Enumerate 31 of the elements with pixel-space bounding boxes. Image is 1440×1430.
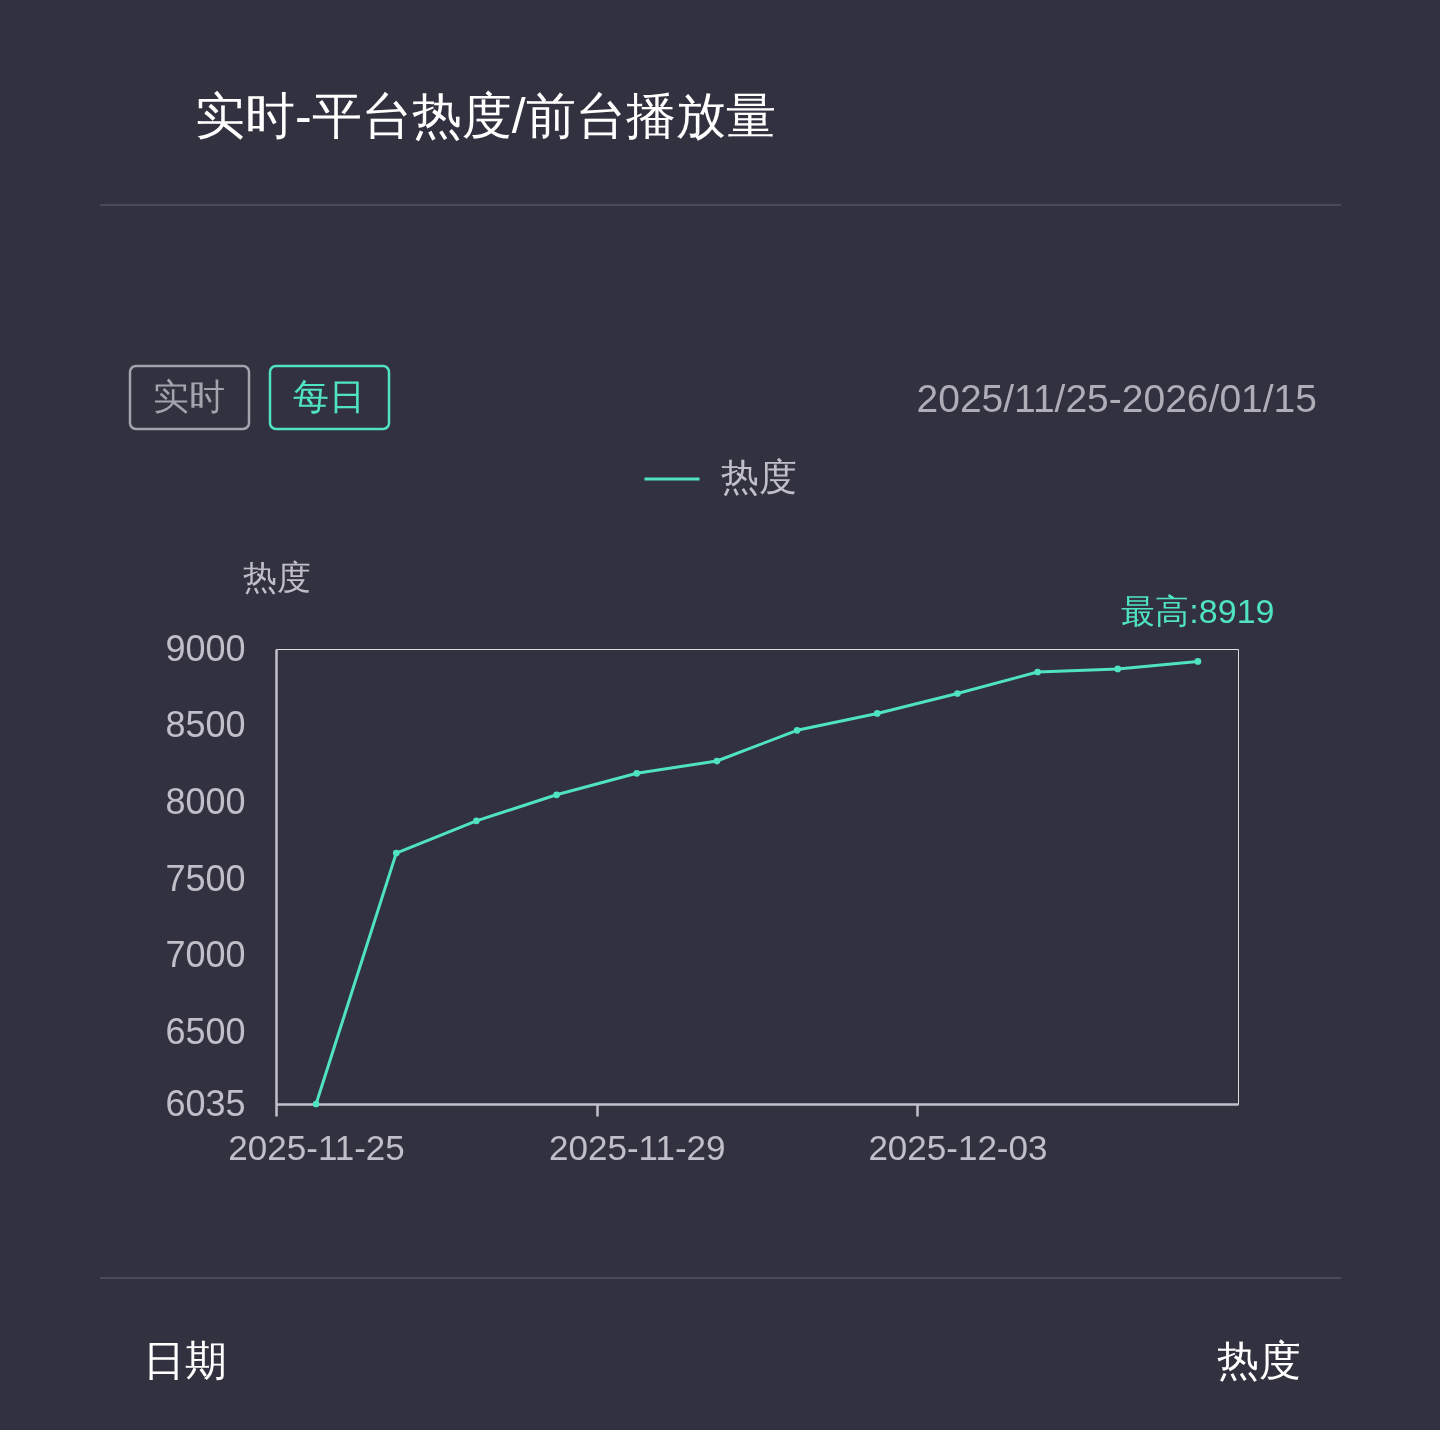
point: [1194, 658, 1202, 665]
point: [793, 726, 801, 734]
text: 热度: [1217, 1337, 1301, 1384]
x-tick-label: 2025-11-25: [228, 1127, 405, 1167]
point: [633, 769, 641, 777]
chart-subtitle: 2025/11/25-2026/01/15: [916, 377, 1317, 420]
y-tick-label: 8000: [165, 780, 246, 822]
text: 日期: [143, 1337, 227, 1384]
point: [553, 791, 560, 799]
y-tick-label: 7500: [165, 857, 246, 899]
point: [473, 817, 480, 825]
point: [312, 1100, 320, 1108]
point: [1114, 665, 1122, 673]
x-tick-label: 2025-11-29: [549, 1127, 726, 1167]
y-tick-label: 8500: [165, 704, 246, 746]
chart-title: 实时-平台热度/前台播放量: [195, 88, 776, 144]
y-axis-title: 热度: [242, 557, 311, 596]
text: 每日: [293, 376, 365, 417]
point: [392, 849, 400, 857]
y-tick-label: 6035: [165, 1082, 246, 1124]
point: [954, 690, 961, 697]
legend-label: 热度: [721, 456, 797, 498]
point: [1034, 668, 1041, 676]
annotation: 最高:8919: [1121, 592, 1275, 631]
y-tick-label: 6500: [165, 1011, 246, 1053]
y-tick-label: 9000: [165, 627, 246, 669]
x-tick-label: 2025-12-03: [868, 1127, 1048, 1167]
text: 实时: [153, 376, 225, 417]
point: [873, 710, 881, 717]
point: [713, 757, 721, 765]
y-tick-label: 7000: [165, 934, 246, 976]
